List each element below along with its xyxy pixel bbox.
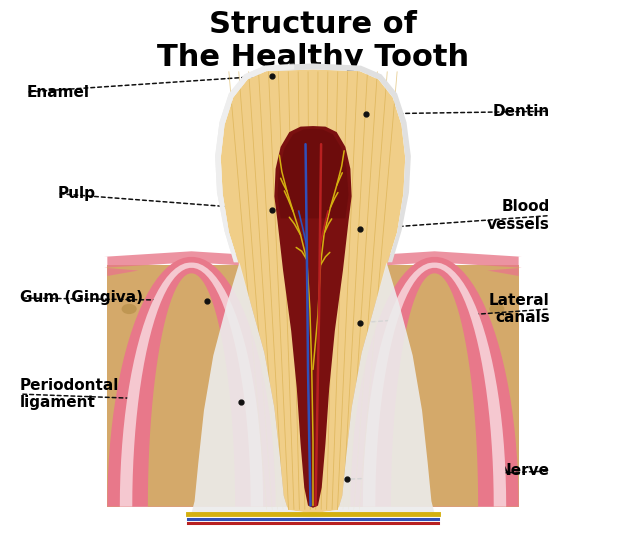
Text: Dentin: Dentin	[493, 104, 550, 119]
Ellipse shape	[198, 470, 210, 477]
Ellipse shape	[490, 304, 505, 314]
Ellipse shape	[488, 481, 499, 489]
Text: Pulp: Pulp	[58, 186, 96, 201]
Polygon shape	[120, 262, 263, 507]
Ellipse shape	[406, 294, 419, 302]
Ellipse shape	[475, 491, 488, 500]
Polygon shape	[215, 63, 411, 262]
Text: Enamel: Enamel	[26, 84, 90, 99]
Ellipse shape	[416, 470, 428, 477]
Polygon shape	[104, 251, 522, 282]
Polygon shape	[132, 268, 250, 507]
Polygon shape	[391, 273, 478, 507]
Ellipse shape	[399, 328, 408, 334]
Text: Blood
vessels: Blood vessels	[487, 199, 550, 232]
Ellipse shape	[143, 327, 153, 335]
Ellipse shape	[200, 365, 214, 374]
Ellipse shape	[188, 338, 201, 346]
Ellipse shape	[478, 436, 491, 445]
Ellipse shape	[412, 365, 426, 374]
Ellipse shape	[203, 485, 218, 495]
Polygon shape	[215, 63, 294, 262]
Ellipse shape	[195, 437, 207, 444]
Ellipse shape	[424, 492, 433, 499]
Ellipse shape	[302, 470, 312, 477]
Ellipse shape	[127, 481, 138, 489]
Ellipse shape	[121, 304, 136, 314]
Polygon shape	[274, 126, 352, 508]
Ellipse shape	[193, 492, 202, 499]
Polygon shape	[148, 273, 235, 507]
Ellipse shape	[408, 485, 423, 495]
Ellipse shape	[146, 402, 162, 413]
Polygon shape	[363, 262, 506, 507]
Polygon shape	[192, 262, 434, 518]
Text: Structure of
The Healthy Tooth: Structure of The Healthy Tooth	[157, 9, 469, 72]
Polygon shape	[376, 268, 494, 507]
Text: Lateral
canals: Lateral canals	[489, 293, 550, 325]
Ellipse shape	[473, 327, 483, 335]
Polygon shape	[277, 129, 349, 219]
Ellipse shape	[461, 306, 470, 312]
Ellipse shape	[135, 436, 148, 445]
Ellipse shape	[207, 294, 220, 302]
Ellipse shape	[210, 403, 223, 412]
Ellipse shape	[419, 437, 431, 444]
Ellipse shape	[464, 402, 480, 413]
Ellipse shape	[218, 328, 227, 334]
Ellipse shape	[403, 403, 416, 412]
Polygon shape	[221, 70, 405, 513]
Ellipse shape	[307, 492, 319, 500]
Ellipse shape	[425, 338, 438, 346]
Text: Gum (Gingiva): Gum (Gingiva)	[20, 290, 143, 305]
Ellipse shape	[485, 370, 497, 379]
Text: Nerve: Nerve	[499, 464, 550, 479]
Polygon shape	[107, 265, 519, 507]
Ellipse shape	[129, 370, 141, 379]
Text: Periodontal
ligament: Periodontal ligament	[20, 378, 120, 410]
Ellipse shape	[138, 491, 151, 500]
Ellipse shape	[156, 306, 165, 312]
Polygon shape	[351, 257, 519, 507]
Polygon shape	[107, 257, 275, 507]
